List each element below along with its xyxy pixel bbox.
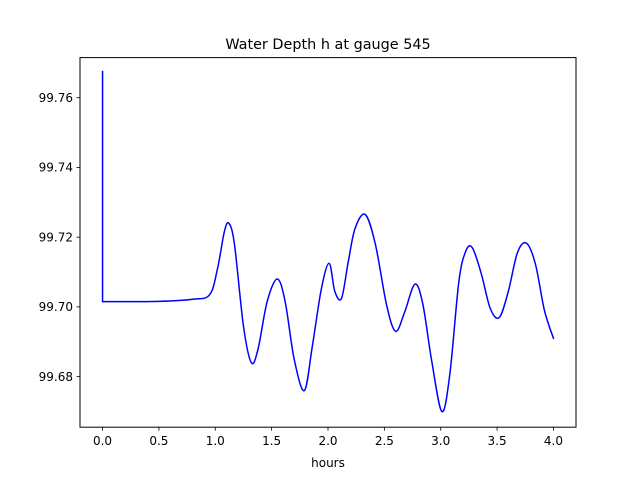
x-tick-label: 0.0 <box>93 434 112 448</box>
x-tick-label: 3.0 <box>431 434 450 448</box>
y-tick-label: 99.68 <box>39 370 73 384</box>
y-tick-label: 99.72 <box>39 230 73 244</box>
x-tick-label: 2.0 <box>318 434 337 448</box>
x-tick-label: 3.5 <box>488 434 507 448</box>
y-axis: 99.68 99.70 99.72 99.74 99.76 <box>39 91 80 384</box>
y-tick-label: 99.70 <box>39 300 73 314</box>
x-axis-label: hours <box>311 456 345 470</box>
y-tick-label: 99.76 <box>39 91 73 105</box>
x-tick-label: 0.5 <box>149 434 168 448</box>
x-axis: 0.0 0.5 1.0 1.5 2.0 2.5 3.0 3.5 4.0 <box>93 427 563 448</box>
chart-title: Water Depth h at gauge 545 <box>225 37 430 53</box>
x-tick-label: 1.0 <box>206 434 225 448</box>
x-tick-label: 4.0 <box>544 434 563 448</box>
y-tick-label: 99.74 <box>39 161 73 175</box>
x-tick-label: 2.5 <box>375 434 394 448</box>
x-tick-label: 1.5 <box>262 434 281 448</box>
series-layer <box>101 70 555 413</box>
series-line-0 <box>101 70 555 413</box>
